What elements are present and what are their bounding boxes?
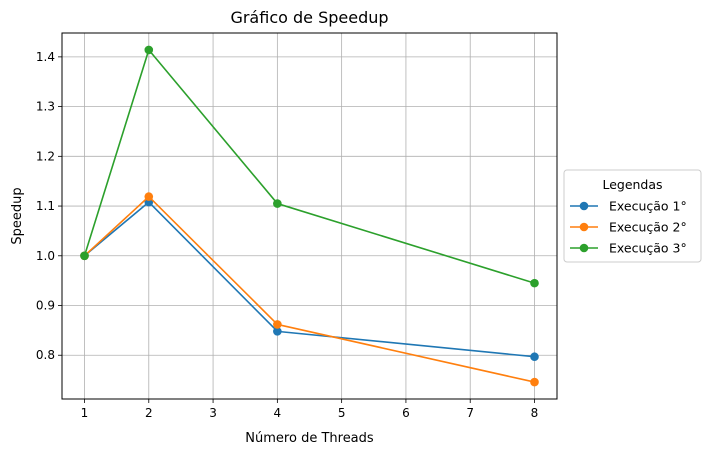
series-line bbox=[83, 49, 535, 284]
legend-entry: Execução 1° bbox=[570, 199, 687, 214]
x-tick-label: 7 bbox=[466, 406, 474, 420]
series-layer bbox=[80, 45, 539, 387]
legend-entries: Execução 1° Execução 2° Execução 3° bbox=[570, 199, 687, 256]
legend-label: Execução 1° bbox=[609, 199, 687, 214]
data-point bbox=[144, 45, 154, 55]
x-tick-label: 1 bbox=[81, 406, 89, 420]
data-point bbox=[273, 327, 282, 336]
legend-swatch-marker bbox=[579, 201, 589, 211]
x-tick-label: 6 bbox=[402, 406, 410, 420]
data-point bbox=[273, 199, 282, 208]
grid-layer bbox=[62, 33, 557, 399]
legend-entry: Execução 3° bbox=[570, 241, 687, 256]
x-tick-label: 8 bbox=[531, 406, 539, 420]
x-tick-label: 2 bbox=[145, 406, 153, 420]
legend-title: Legendas bbox=[602, 177, 662, 192]
legend-swatch-marker bbox=[579, 243, 589, 253]
legend: Legendas Execução 1°Execução 2°Execução … bbox=[563, 169, 702, 263]
x-tick-label: 5 bbox=[338, 406, 346, 420]
series-line bbox=[83, 195, 535, 383]
legend-swatch-marker bbox=[579, 222, 589, 232]
data-point bbox=[80, 251, 89, 261]
series-line bbox=[83, 201, 535, 358]
y-tick-label: 0.9 bbox=[36, 299, 55, 313]
series-3 bbox=[80, 45, 539, 288]
y-tick-label: 1.3 bbox=[36, 100, 55, 114]
data-point bbox=[530, 278, 539, 288]
x-axis-label: Número de Threads bbox=[245, 431, 374, 446]
data-point bbox=[144, 192, 154, 201]
legend-entry: Execução 2° bbox=[570, 220, 687, 235]
x-tick-label: 3 bbox=[209, 406, 217, 420]
y-tick-label: 1.1 bbox=[36, 199, 55, 213]
y-axis-label: Speedup bbox=[10, 187, 25, 244]
x-tick-label: 4 bbox=[274, 406, 282, 420]
data-point bbox=[530, 352, 539, 362]
data-point bbox=[530, 377, 539, 387]
series-2 bbox=[80, 192, 539, 387]
y-tick-label: 0.8 bbox=[36, 348, 55, 362]
y-tick-label: 1.2 bbox=[36, 149, 55, 163]
chart-title: Gráfico de Speedup bbox=[230, 8, 388, 27]
plot-frame bbox=[61, 32, 558, 400]
legend-label: Execução 2° bbox=[609, 220, 687, 235]
y-tick-label: 1.4 bbox=[36, 50, 55, 64]
legend-label: Execução 3° bbox=[609, 241, 687, 256]
data-point bbox=[273, 320, 282, 329]
y-tick-label: 1.0 bbox=[36, 249, 55, 263]
tick-layer: 1 2 3 4 5 6 7 8 0.8 0.9 1.0 1.1 1.2 1.3 1.4 bbox=[36, 50, 538, 420]
legend-box bbox=[563, 169, 702, 263]
